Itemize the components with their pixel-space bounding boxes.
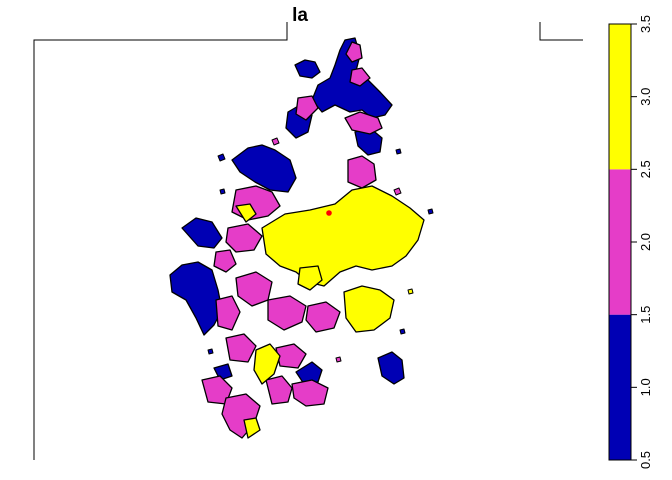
- legend-tick-label: 3.0: [638, 88, 653, 106]
- map-region: [407, 288, 414, 295]
- legend-tick-label: 2.0: [638, 233, 653, 251]
- map-region: [344, 111, 383, 135]
- map-region: [261, 185, 425, 287]
- map-regions: [169, 37, 434, 439]
- legend-ticks: 0.5 1.0 1.5 2.0 2.5 3.0 3.5: [631, 15, 653, 469]
- legend-tick-label: 0.5: [638, 451, 653, 469]
- map-region: [213, 249, 237, 273]
- map-region: [235, 203, 257, 223]
- map-region: [201, 375, 233, 405]
- map-region: [231, 185, 281, 221]
- region-group-class-3: [235, 185, 425, 439]
- map-region: [243, 417, 261, 439]
- legend-bin: [609, 24, 631, 170]
- small-islets: [207, 137, 434, 363]
- map-region: [427, 208, 434, 215]
- point-marker: [326, 210, 332, 216]
- map-region: [217, 153, 226, 162]
- map-region: [393, 187, 402, 196]
- legend: 0.5 1.0 1.5 2.0 2.5 3.0 3.5: [608, 15, 653, 469]
- map-region: [169, 261, 223, 336]
- map-region: [294, 59, 321, 79]
- map-region: [275, 343, 307, 369]
- map-region: [395, 148, 402, 155]
- map-region: [231, 144, 297, 193]
- legend-bin: [609, 314, 631, 460]
- map-region: [297, 265, 323, 291]
- map-region: [181, 217, 223, 249]
- map-title: la: [292, 5, 308, 26]
- legend-tick-label: 1.5: [638, 306, 653, 324]
- map-region: [345, 41, 363, 63]
- map-frame: [33, 22, 583, 460]
- map-region: [219, 188, 226, 195]
- map-region: [267, 295, 307, 331]
- map-region: [253, 343, 281, 385]
- map-region: [265, 375, 293, 405]
- map-region: [271, 137, 280, 146]
- map-region: [349, 67, 371, 87]
- map-region: [305, 301, 341, 333]
- legend-bins: [608, 23, 632, 461]
- map-region: [215, 295, 241, 331]
- map-region: [295, 95, 319, 121]
- map-region: [225, 333, 257, 363]
- map-region: [207, 348, 214, 355]
- map-region: [235, 271, 273, 307]
- legend-bin: [609, 169, 631, 315]
- legend-tick-label: 2.5: [638, 160, 653, 178]
- legend-tick-label: 3.5: [638, 15, 653, 33]
- map-region: [225, 223, 263, 253]
- map-region: [291, 379, 329, 407]
- map-region: [399, 328, 406, 335]
- map-region: [343, 285, 395, 333]
- legend-tick-label: 1.0: [638, 378, 653, 396]
- map-region: [335, 356, 342, 363]
- map-region: [377, 351, 405, 385]
- map-region: [347, 155, 377, 189]
